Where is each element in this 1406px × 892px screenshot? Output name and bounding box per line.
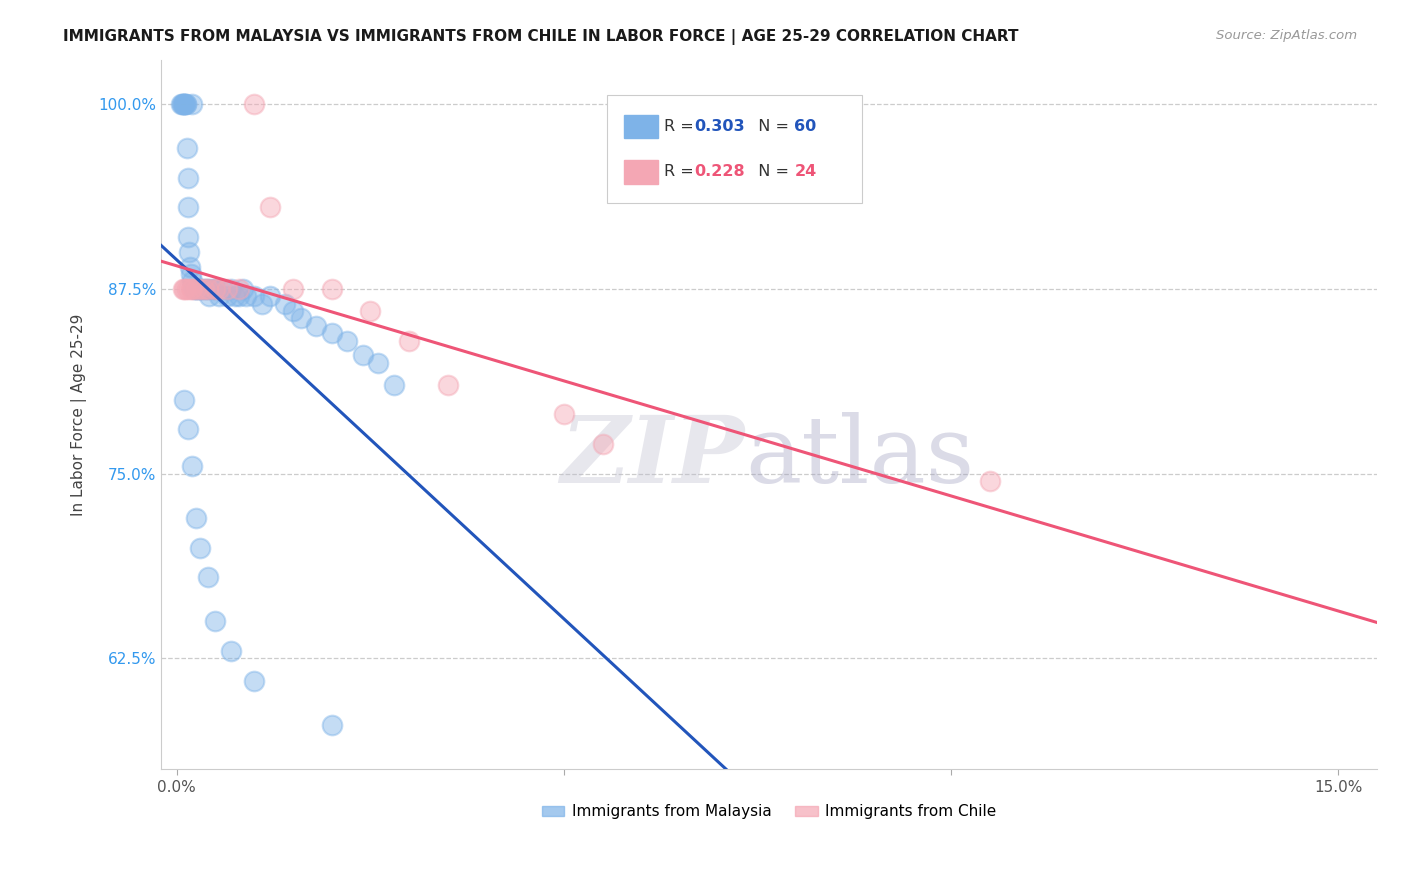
Text: Source: ZipAtlas.com: Source: ZipAtlas.com [1216,29,1357,42]
Text: 0.303: 0.303 [695,120,745,135]
Point [219,282,242,296]
Point [200,282,222,296]
Point [321,718,343,732]
Point [208,289,231,303]
Point [176,141,198,155]
Point [174,97,197,112]
Point [173,392,195,407]
Point [173,97,195,112]
Point [224,289,246,303]
Point [235,289,257,303]
Point [184,511,207,525]
Point [204,282,226,296]
Point [177,422,200,436]
Point [172,282,194,296]
Point [187,282,209,296]
Point [219,644,242,658]
Y-axis label: In Labor Force | Age 25-29: In Labor Force | Age 25-29 [72,313,87,516]
Point [177,282,200,296]
Point [198,289,221,303]
Point [367,356,389,370]
Point [172,97,194,112]
Point [212,282,235,296]
Text: 60: 60 [794,120,817,135]
Point [231,282,253,296]
Point [177,244,200,259]
Point [188,282,211,296]
Point [179,260,201,274]
Point [188,282,211,296]
Point [208,282,231,296]
Point [553,408,575,422]
Point [180,282,202,296]
Point [336,334,359,348]
Point [188,541,211,555]
Point [173,282,195,296]
Point [228,282,250,296]
Text: ZIP: ZIP [561,412,745,502]
Text: N =: N = [748,164,794,179]
Point [180,267,202,281]
Point [259,201,281,215]
Point [173,97,195,112]
Point [436,377,458,392]
Point [197,282,219,296]
Point [259,289,281,303]
Point [197,570,219,584]
Point [174,97,197,112]
Point [177,230,200,244]
Point [195,282,218,296]
Point [176,170,198,185]
Point [281,282,304,296]
Legend: Immigrants from Malaysia, Immigrants from Chile: Immigrants from Malaysia, Immigrants fro… [536,798,1002,825]
Point [169,97,191,112]
Point [281,304,304,318]
Text: R =: R = [664,164,699,179]
Text: N =: N = [748,120,794,135]
Point [243,289,266,303]
Point [184,282,207,296]
Point [190,282,212,296]
Point [197,282,219,296]
Point [398,334,420,348]
Point [250,296,273,310]
Text: atlas: atlas [745,412,974,502]
Point [177,201,200,215]
Point [382,377,405,392]
Text: 0.228: 0.228 [695,164,745,179]
Point [290,311,312,326]
Point [321,326,343,340]
Point [188,282,211,296]
Point [172,97,194,112]
Point [215,289,238,303]
Point [243,97,266,112]
Point [215,282,238,296]
Point [228,289,250,303]
Point [359,304,381,318]
Point [184,282,207,296]
Point [193,282,215,296]
Point [352,348,374,362]
Point [181,459,204,474]
Point [174,282,197,296]
Point [305,318,328,333]
Text: 24: 24 [794,164,817,179]
Point [204,282,226,296]
Point [181,97,204,112]
Point [204,615,226,629]
Point [181,274,204,288]
Text: R =: R = [664,120,699,135]
Point [592,437,614,451]
Point [181,282,204,296]
Point [184,282,207,296]
Point [979,474,1001,488]
Point [274,296,297,310]
Text: IMMIGRANTS FROM MALAYSIA VS IMMIGRANTS FROM CHILE IN LABOR FORCE | AGE 25-29 COR: IMMIGRANTS FROM MALAYSIA VS IMMIGRANTS F… [63,29,1019,45]
Point [183,282,205,296]
Point [173,97,195,112]
Point [243,673,266,688]
Point [321,282,343,296]
Point [193,282,215,296]
